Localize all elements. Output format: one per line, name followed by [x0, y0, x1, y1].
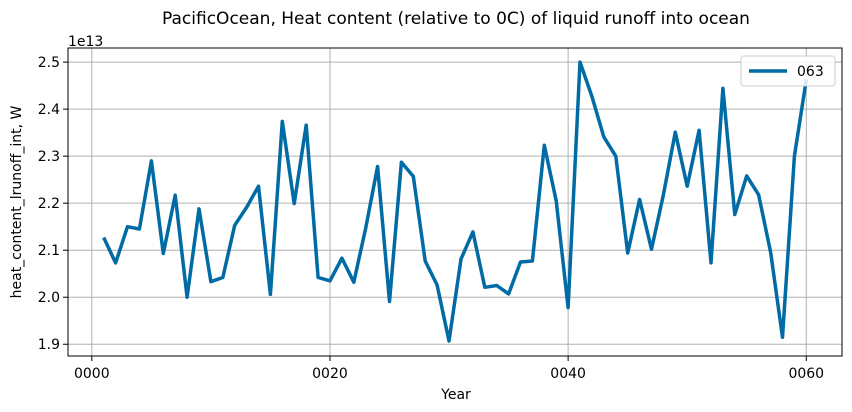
x-tick-label: 0020 [312, 366, 348, 382]
y-tick-label: 1.9 [38, 337, 60, 353]
y-tick-label: 2.5 [38, 55, 60, 71]
y-axis: 1.9 2.0 2.1 2.2 2.3 2.4 2.5 [38, 55, 68, 353]
y-tick-label: 2.3 [38, 149, 60, 165]
x-axis: 0000 0020 0040 0060 [74, 356, 824, 382]
y-axis-label: heat_content_lrunoff_int, W [9, 105, 25, 298]
x-tick-label: 0000 [74, 366, 110, 382]
x-tick-label: 0060 [788, 366, 824, 382]
y-offset-label: 1e13 [68, 34, 103, 50]
legend: 063 [740, 55, 836, 87]
y-tick-label: 2.2 [38, 196, 60, 212]
y-tick-label: 2.1 [38, 243, 60, 259]
series-line-063 [102, 60, 809, 343]
x-tick-label: 0040 [550, 366, 586, 382]
chart-title: PacificOcean, Heat content (relative to … [162, 9, 750, 29]
y-tick-label: 2.0 [38, 290, 60, 306]
x-axis-label: Year [440, 387, 471, 403]
y-tick-label: 2.4 [38, 102, 60, 118]
plot-frame [67, 47, 843, 357]
legend-label-063: 063 [797, 64, 824, 80]
series-layer [102, 60, 809, 343]
legend-box [740, 55, 836, 87]
